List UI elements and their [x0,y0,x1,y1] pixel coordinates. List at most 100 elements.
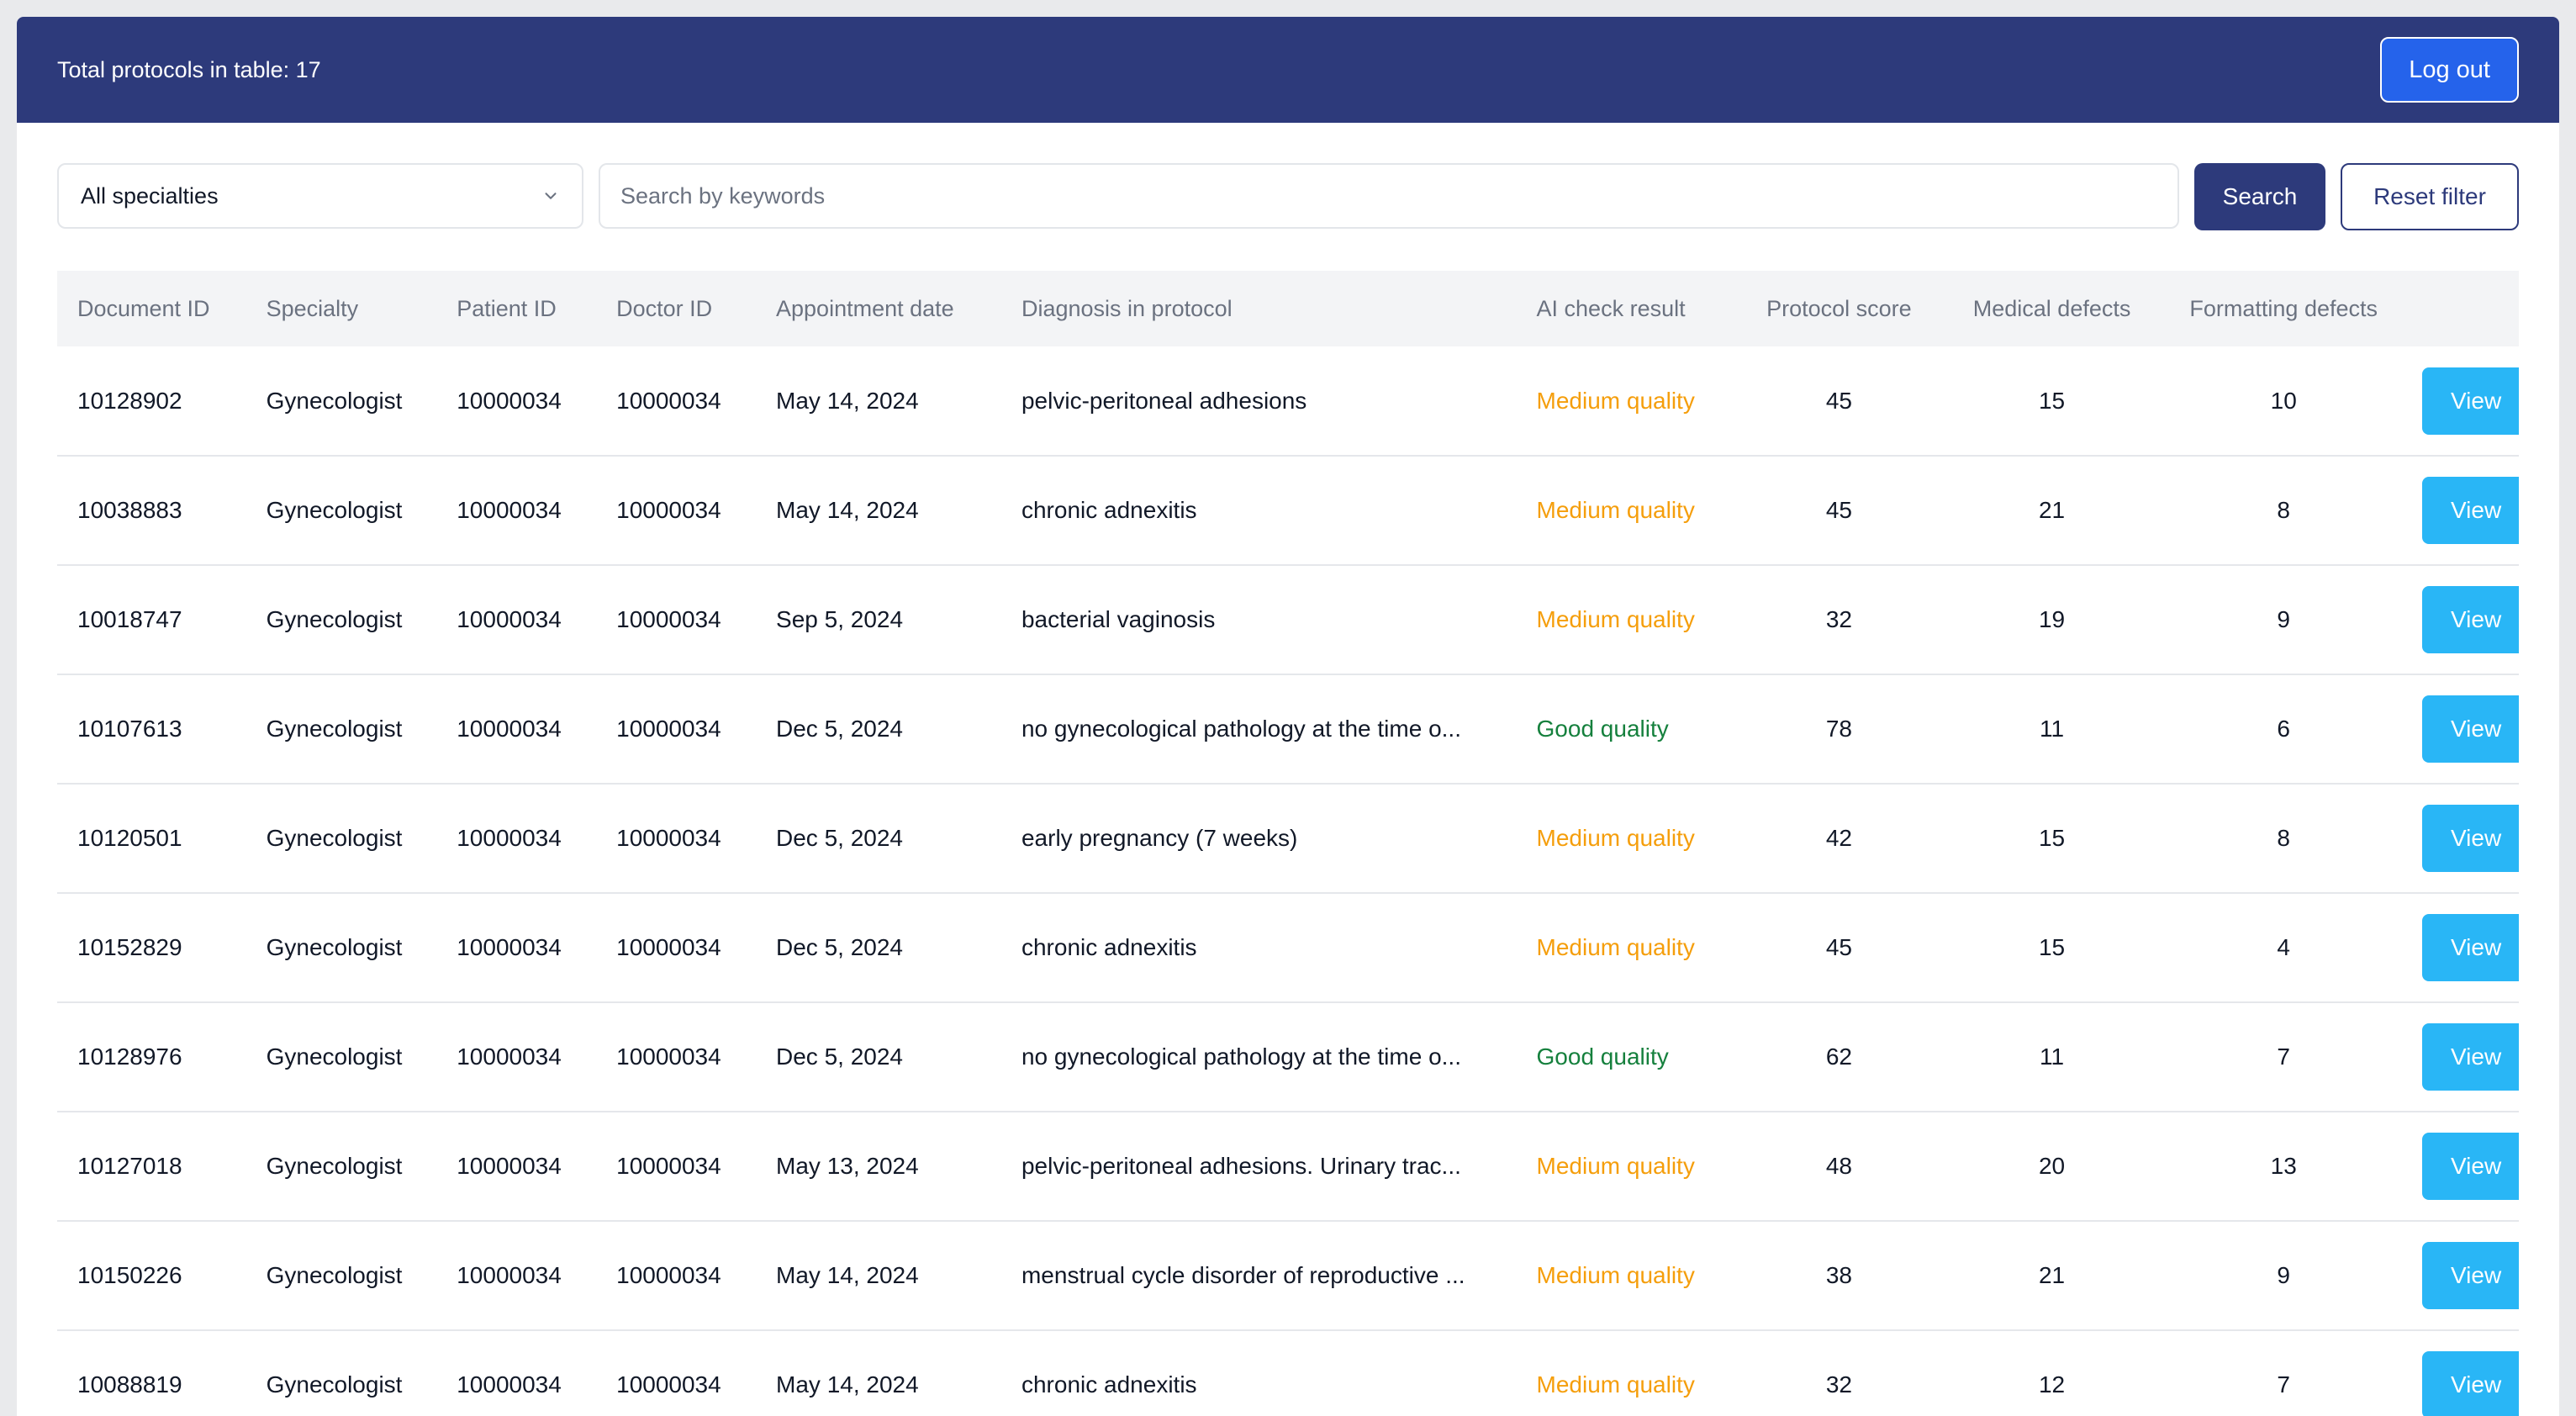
appointment-date-cell: Dec 5, 2024 [776,934,904,960]
specialty-cell: Gynecologist [266,497,403,523]
medical-defects-cell: 15 [2038,387,2066,414]
appointment-date-cell: Dec 5, 2024 [776,716,904,742]
table-row: 10127018 Gynecologist 10000034 10000034 May … [57,1112,2519,1221]
actions-cell: View [2402,565,2519,674]
formatting-defects-cell: 7 [2277,1044,2290,1070]
reset-filter-button[interactable]: Reset filter [2341,163,2519,230]
ai-check-result-cell: Medium quality [1536,387,1695,414]
protocol-score-cell: 38 [1825,1262,1852,1288]
diagnosis-cell: chronic adnexitis [1021,934,1197,960]
doctor-id-cell: 10000034 [616,1371,721,1398]
formatting-defects-cell: 9 [2277,1262,2290,1288]
column-header-doctor-id: Doctor ID [616,295,713,321]
appointment-date-cell: May 13, 2024 [776,1153,919,1179]
view-button[interactable]: View [2422,1023,2519,1091]
protocol-score-cell: 42 [1825,825,1852,851]
ai-check-result-cell: Medium quality [1536,606,1695,632]
document-id-cell: 10120501 [77,825,182,851]
actions-cell: View [2402,1112,2519,1221]
specialty-cell: Gynecologist [266,387,403,414]
view-button[interactable]: View [2422,1133,2519,1200]
protocol-score-cell: 32 [1825,1371,1852,1398]
column-header-protocol-score: Protocol score [1766,295,1912,321]
specialty-cell: Gynecologist [266,1044,403,1070]
ai-check-result-cell: Medium quality [1536,1153,1695,1179]
medical-defects-cell: 21 [2038,497,2066,523]
document-id-cell: 10038883 [77,497,182,523]
actions-cell: View [2402,674,2519,784]
chevron-down-icon [545,193,557,199]
diagnosis-cell: no gynecological pathology at the time o… [1021,1044,1461,1070]
search-button[interactable]: Search [2194,163,2325,230]
formatting-defects-cell: 13 [2270,1153,2297,1179]
medical-defects-cell: 21 [2038,1262,2066,1288]
column-header-specialty: Specialty [266,295,359,321]
doctor-id-cell: 10000034 [616,1153,721,1179]
specialty-cell: Gynecologist [266,934,403,960]
column-header-actions [2402,271,2519,346]
column-header-diagnosis: Diagnosis in protocol [1021,295,1233,321]
document-id-cell: 10152829 [77,934,182,960]
specialty-cell: Gynecologist [266,825,403,851]
protocols-table: Document ID Specialty Patient ID Doctor … [57,271,2519,1416]
document-id-cell: 10128976 [77,1044,182,1070]
protocol-score-cell: 45 [1825,387,1852,414]
patient-id-cell: 10000034 [457,825,562,851]
view-button[interactable]: View [2422,914,2519,981]
view-button[interactable]: View [2422,477,2519,544]
table-header-row: Document ID Specialty Patient ID Doctor … [57,271,2519,346]
protocols-table-container: Document ID Specialty Patient ID Doctor … [57,271,2519,1416]
formatting-defects-cell: 10 [2270,387,2297,414]
table-body: 10128902 Gynecologist 10000034 10000034 May … [57,346,2519,1416]
formatting-defects-cell: 6 [2277,716,2290,742]
medical-defects-cell: 15 [2038,934,2066,960]
appointment-date-cell: May 14, 2024 [776,497,919,523]
doctor-id-cell: 10000034 [616,1262,721,1288]
specialty-select[interactable]: All specialties [57,163,583,229]
medical-defects-cell: 15 [2038,825,2066,851]
search-input[interactable] [599,163,2179,229]
document-id-cell: 10107613 [77,716,182,742]
formatting-defects-cell: 8 [2277,497,2290,523]
patient-id-cell: 10000034 [457,1044,562,1070]
appointment-date-cell: Sep 5, 2024 [776,606,904,632]
specialty-cell: Gynecologist [266,1371,403,1398]
doctor-id-cell: 10000034 [616,606,721,632]
specialty-cell: Gynecologist [266,606,403,632]
diagnosis-cell: bacterial vaginosis [1021,606,1216,632]
doctor-id-cell: 10000034 [616,1044,721,1070]
table-row: 10152829 Gynecologist 10000034 10000034 Dec … [57,893,2519,1002]
table-row: 10107613 Gynecologist 10000034 10000034 Dec … [57,674,2519,784]
patient-id-cell: 10000034 [457,1262,562,1288]
view-button[interactable]: View [2422,1242,2519,1309]
ai-check-result-cell: Medium quality [1536,825,1695,851]
table-row: 10150226 Gynecologist 10000034 10000034 May … [57,1221,2519,1330]
specialty-cell: Gynecologist [266,1262,403,1288]
view-button[interactable]: View [2422,367,2519,435]
view-button[interactable]: View [2422,1351,2519,1416]
actions-cell: View [2402,1221,2519,1330]
table-row: 10018747 Gynecologist 10000034 10000034 Sep … [57,565,2519,674]
diagnosis-cell: chronic adnexitis [1021,1371,1197,1398]
appointment-date-cell: Dec 5, 2024 [776,1044,904,1070]
protocol-score-cell: 48 [1825,1153,1852,1179]
ai-check-result-cell: Medium quality [1536,1262,1695,1288]
protocol-score-cell: 62 [1825,1044,1852,1070]
view-button[interactable]: View [2422,586,2519,653]
specialty-select-value: All specialties [81,182,219,209]
appointment-date-cell: May 14, 2024 [776,1371,919,1398]
diagnosis-cell: chronic adnexitis [1021,497,1197,523]
patient-id-cell: 10000034 [457,387,562,414]
logout-button[interactable]: Log out [2380,37,2519,103]
medical-defects-cell: 11 [2040,1044,2065,1070]
view-button[interactable]: View [2422,805,2519,872]
diagnosis-cell: pelvic-peritoneal adhesions [1021,387,1307,414]
table-row: 10128902 Gynecologist 10000034 10000034 May … [57,346,2519,456]
medical-defects-cell: 12 [2038,1371,2066,1398]
actions-cell: View [2402,893,2519,1002]
patient-id-cell: 10000034 [457,606,562,632]
document-id-cell: 10018747 [77,606,182,632]
table-row: 10120501 Gynecologist 10000034 10000034 Dec … [57,784,2519,893]
view-button[interactable]: View [2422,695,2519,763]
patient-id-cell: 10000034 [457,716,562,742]
